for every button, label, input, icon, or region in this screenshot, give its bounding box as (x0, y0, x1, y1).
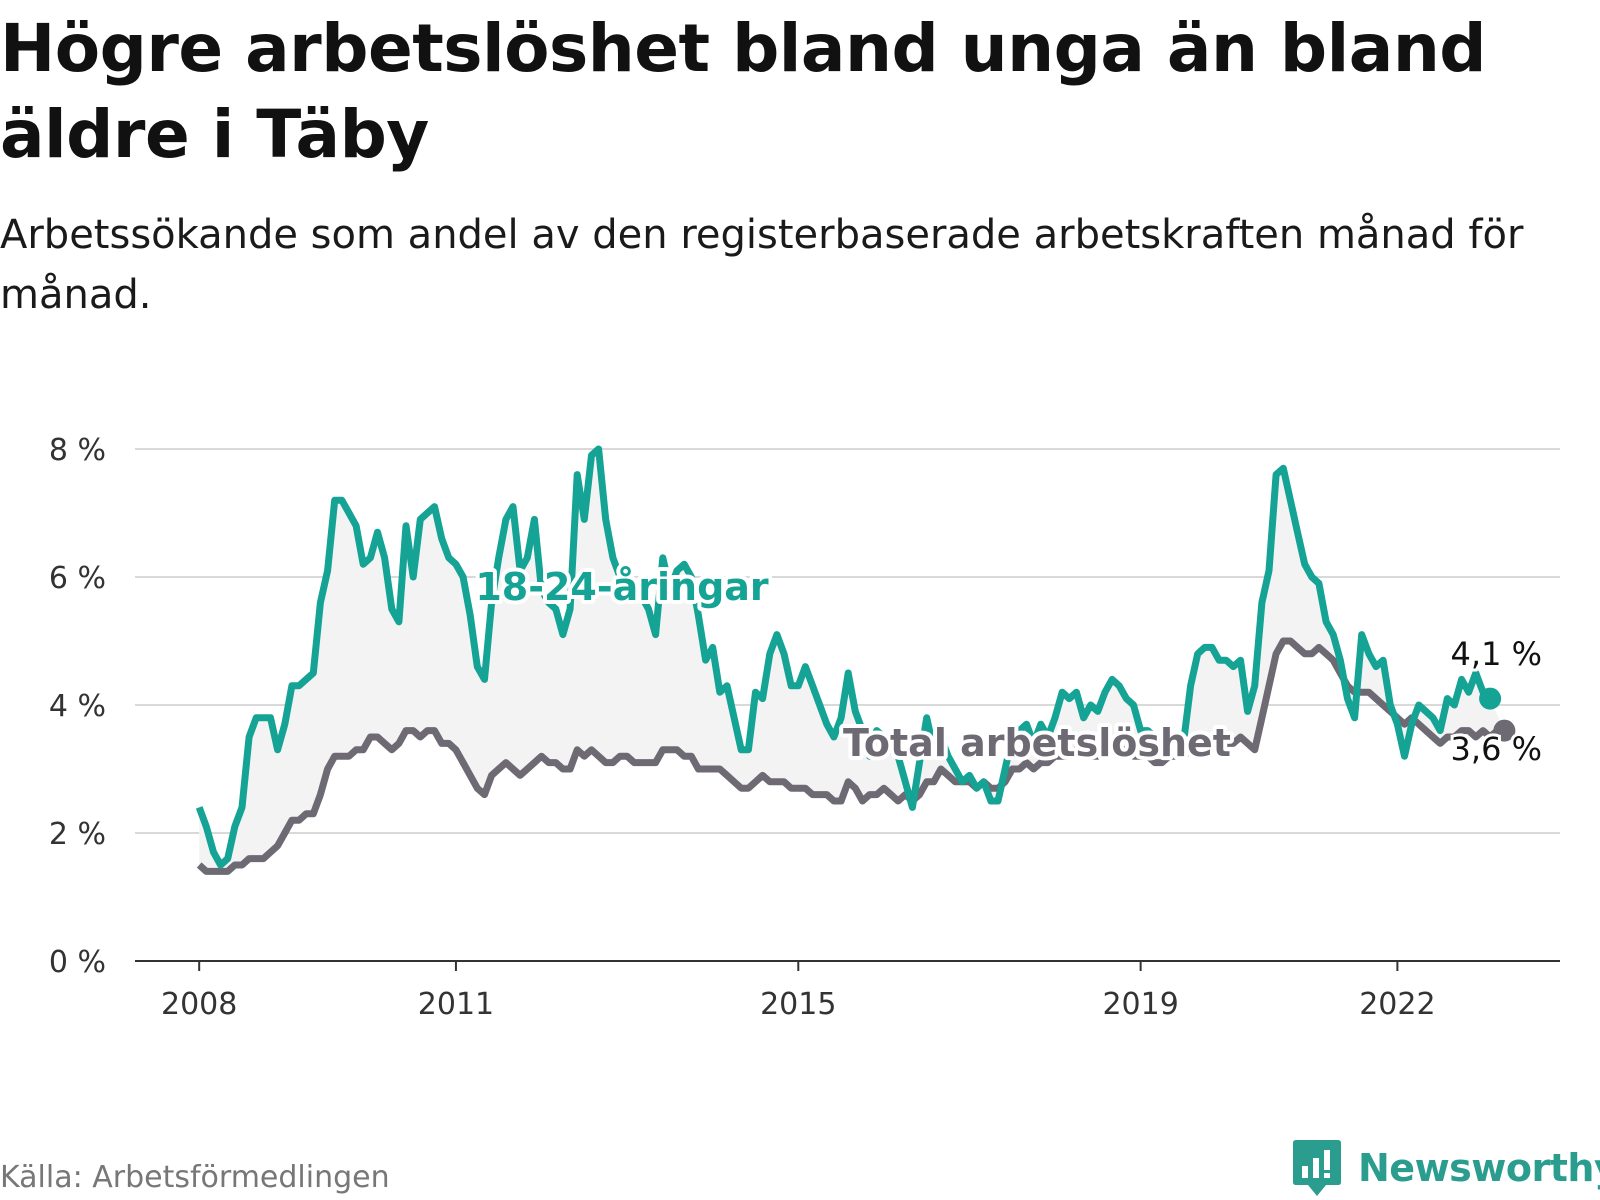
total-arbetsloshet-end-value-label: 3,6 % (1451, 730, 1542, 768)
x-tick-label: 2008 (161, 987, 237, 1022)
y-tick-label: 6 % (49, 561, 106, 596)
brand-name: Newsworthy (1358, 1146, 1600, 1190)
y-tick-label: 4 % (49, 689, 106, 724)
youth-18-24-line (195, 445, 1493, 869)
chart-subtitle: Arbetssökande som andel av den registerb… (0, 212, 1524, 318)
bar-chart-logo-icon (1293, 1140, 1341, 1196)
x-tick-label: 2015 (760, 987, 836, 1022)
total-arbetsloshet-series-label: Total arbetslöshet (843, 721, 1231, 765)
difference-band (199, 449, 1505, 872)
x-tick-label: 2022 (1359, 987, 1435, 1022)
x-tick-label: 2011 (418, 987, 494, 1022)
x-axis-ticks: 2008 2011 2015 2019 2022 (161, 961, 1436, 1022)
y-tick-label: 8 % (49, 433, 106, 468)
youth-18-24-end-point (1479, 687, 1502, 710)
y-axis-ticks: 0 % 2 % 4 % 6 % 8 % (49, 433, 106, 980)
source-note: Källa: Arbetsförmedlingen (0, 1160, 390, 1195)
newsworthy-logo: Newsworthy (1292, 1138, 1600, 1198)
total-arbetsloshet-line (196, 637, 1505, 875)
youth-18-24-end-value-label: 4,1 % (1451, 635, 1542, 673)
total-arbetsloshet-end-point (1493, 719, 1516, 742)
chart-title: Högre arbetslöshet bland unga än bland ä… (0, 10, 1487, 173)
y-tick-label: 2 % (49, 817, 106, 852)
y-tick-label: 0 % (49, 945, 106, 980)
youth-18-24-series-label: 18-24-åringar (475, 565, 769, 609)
x-tick-label: 2019 (1102, 987, 1178, 1022)
